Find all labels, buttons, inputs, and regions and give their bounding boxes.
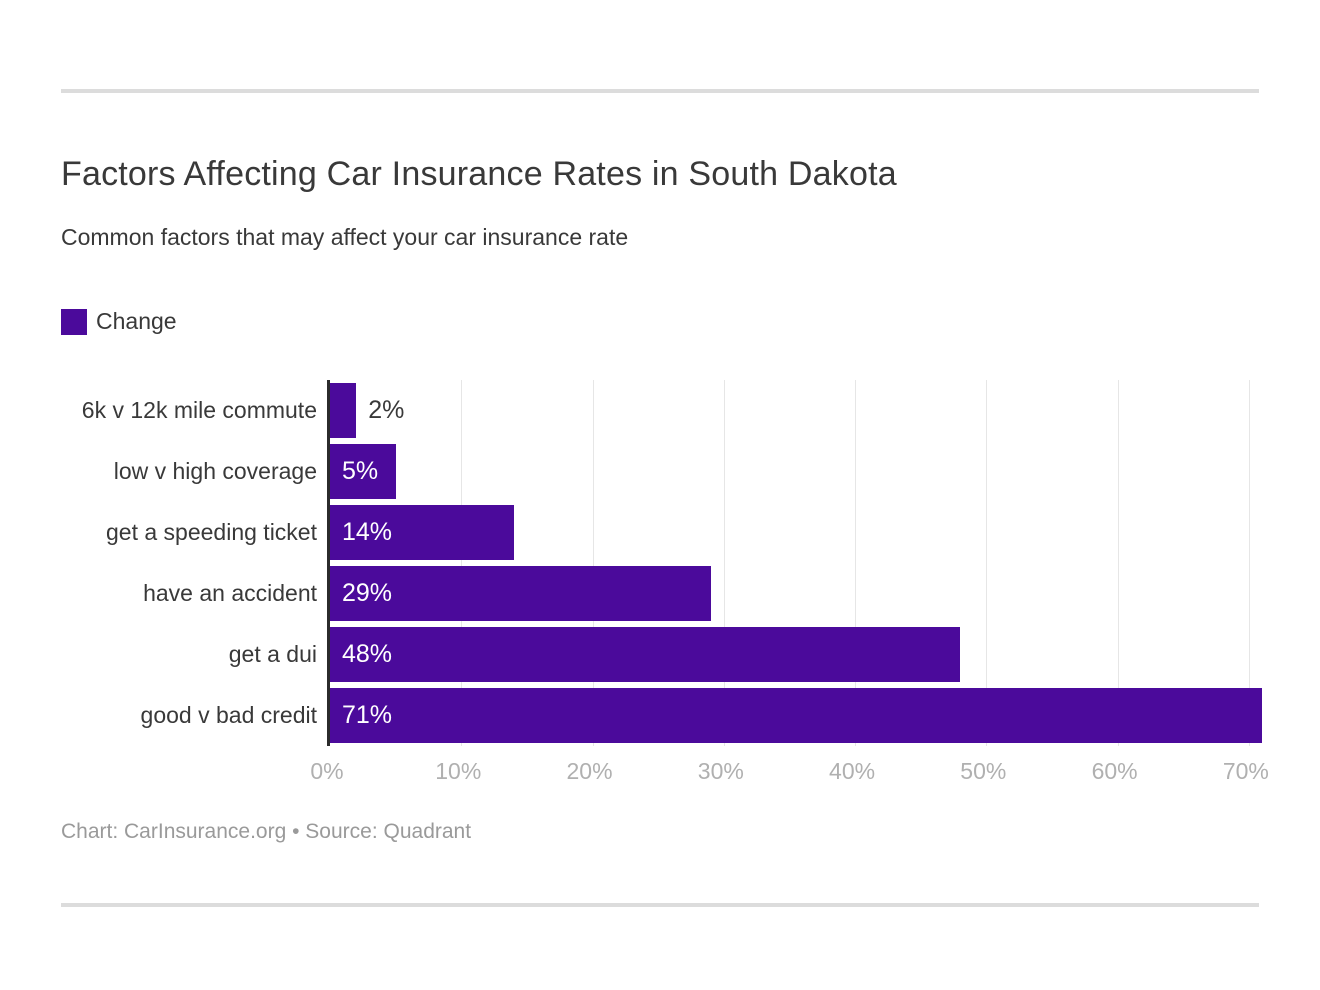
bar — [330, 383, 357, 438]
x-tick-label: 50% — [960, 758, 1007, 784]
gridline — [723, 380, 725, 746]
bar-row: 14% — [330, 502, 1262, 563]
source-caption: Chart: CarInsurance.org • Source: Quadra… — [61, 820, 472, 843]
gridline — [461, 380, 463, 746]
bar — [330, 688, 1262, 743]
x-tick-label: 30% — [697, 758, 744, 784]
gridline — [592, 380, 594, 746]
top-divider — [61, 89, 1259, 93]
bottom-divider — [61, 903, 1259, 907]
bar — [330, 627, 961, 682]
gridline — [986, 380, 988, 746]
bar-row: 71% — [330, 685, 1262, 746]
x-tick-label: 60% — [1091, 758, 1138, 784]
plot-area: 2% 5% 14% 29% 48% 71% — [327, 380, 1262, 746]
legend-label: Change — [96, 308, 177, 334]
category-label: good v bad credit — [140, 702, 317, 728]
legend: Change — [61, 308, 177, 335]
gridline — [855, 380, 857, 746]
x-tick-label: 40% — [829, 758, 876, 784]
legend-swatch — [61, 308, 87, 335]
bar-value-label: 29% — [342, 579, 393, 607]
x-tick-label: 0% — [310, 758, 344, 784]
bar-row: 5% — [330, 441, 1262, 502]
bar-row: 48% — [330, 624, 1262, 685]
bar — [330, 505, 514, 560]
page-subtitle: Common factors that may affect your car … — [61, 224, 629, 250]
bar-value-label: 71% — [342, 701, 393, 729]
bar-chart: 6k v 12k mile commute low v high coverage… — [61, 380, 1269, 792]
category-labels: 6k v 12k mile commute low v high coverage… — [61, 380, 327, 746]
category-label: get a speeding ticket — [106, 519, 317, 545]
category-label: have an accident — [143, 580, 317, 606]
bar-value-label: 5% — [342, 457, 379, 485]
category-label: low v high coverage — [113, 458, 317, 484]
bar — [330, 444, 396, 499]
x-tick-label: 10% — [435, 758, 482, 784]
x-tick-label: 70% — [1222, 758, 1269, 784]
x-axis: 0% 10% 20% 30% 40% 50% 60% 70% — [310, 746, 1269, 792]
category-label: get a dui — [228, 641, 317, 667]
page-title: Factors Affecting Car Insurance Rates in… — [61, 155, 897, 193]
gridline — [1248, 380, 1250, 746]
bar-row: 29% — [330, 563, 1262, 624]
category-label: 6k v 12k mile commute — [81, 397, 317, 423]
bar-value-label: 2% — [368, 396, 405, 424]
bar-value-label: 14% — [342, 518, 393, 546]
bar — [330, 566, 711, 621]
bar-value-label: 48% — [342, 640, 393, 668]
x-tick-label: 20% — [566, 758, 613, 784]
bar-row: 2% — [330, 380, 1262, 441]
gridline — [1117, 380, 1119, 746]
